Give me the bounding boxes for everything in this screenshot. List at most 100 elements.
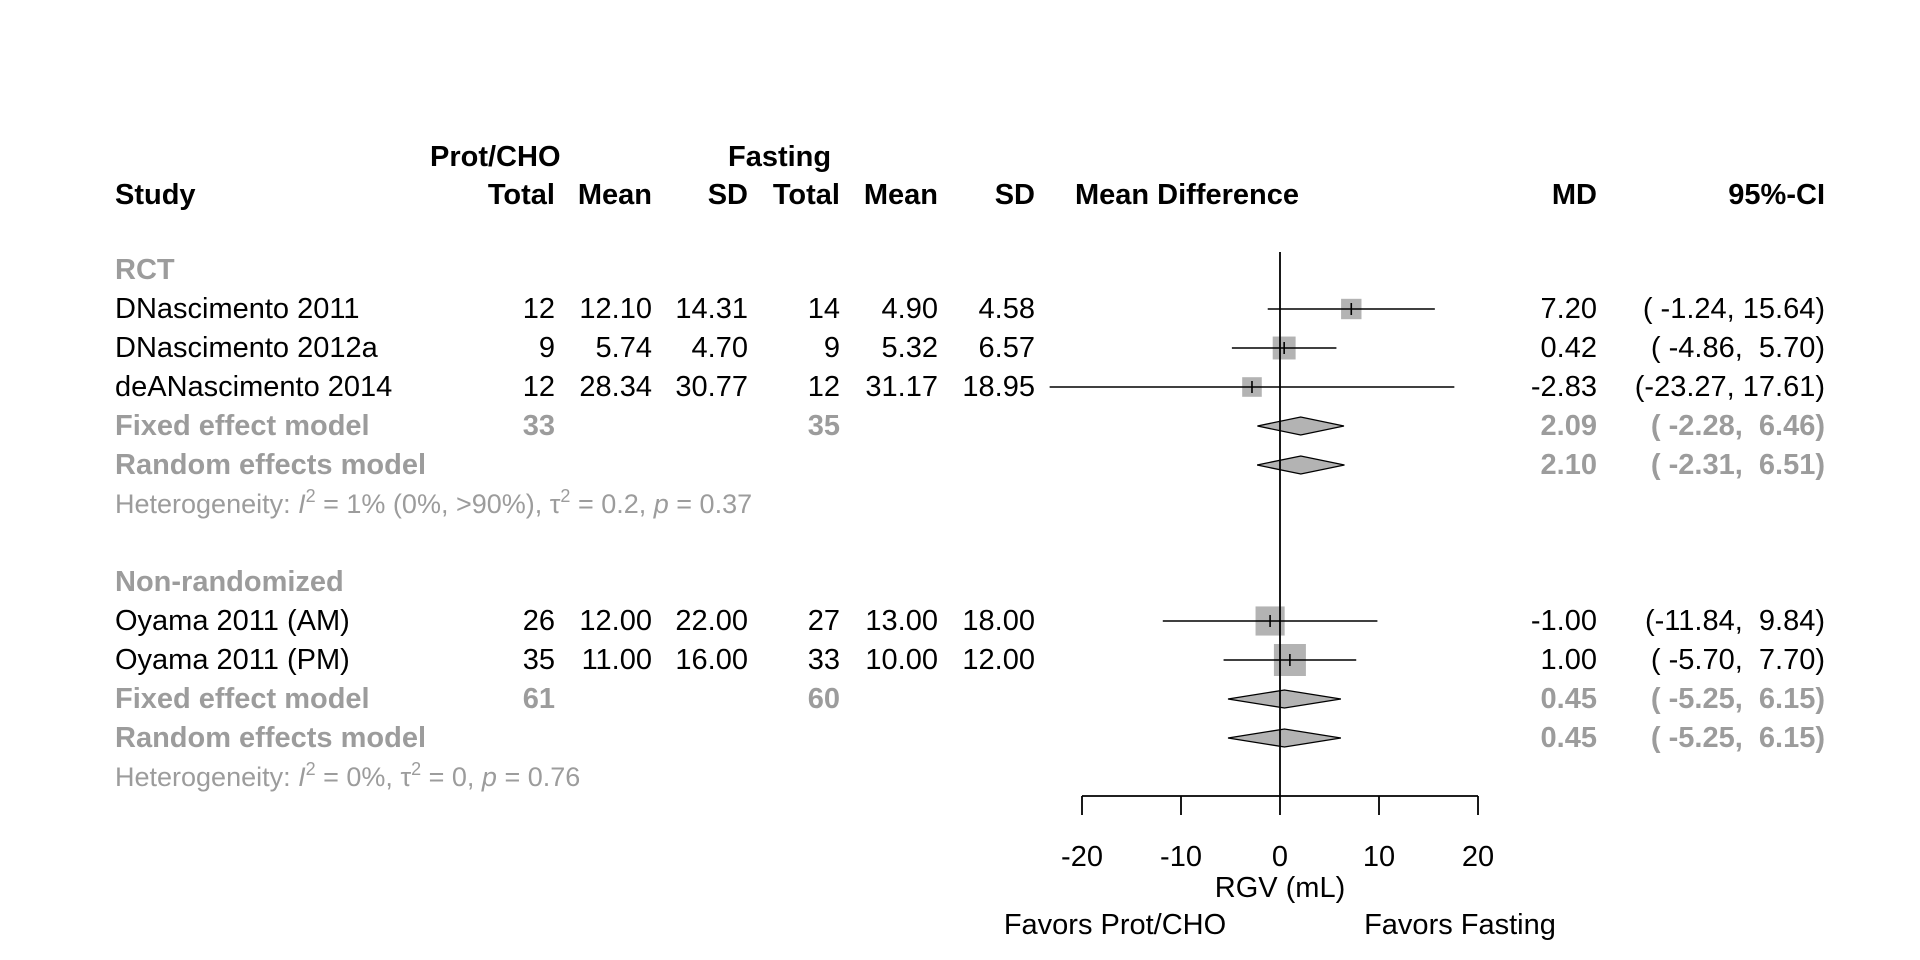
- x-axis-label: RGV (mL): [1214, 872, 1346, 904]
- c-mean: 10.00: [865, 644, 938, 676]
- summary-diamond: [1227, 728, 1341, 748]
- e-mean: 5.74: [595, 332, 652, 364]
- x-tick-label: 20: [1461, 841, 1495, 873]
- e-sd: 4.70: [691, 332, 748, 364]
- e-total: 12: [522, 371, 555, 403]
- fixed-md: 0.45: [1540, 683, 1597, 715]
- heterogeneity-text: Heterogeneity: I2 = 1% (0%, >90%), τ2 = …: [115, 486, 753, 521]
- het-sup: 2: [560, 486, 571, 506]
- ci-value: ( -1.24, 15.64): [1642, 293, 1825, 325]
- e-total: 9: [538, 332, 555, 364]
- random-ci: ( -5.25, 6.15): [1650, 722, 1825, 754]
- e-sd: 30.77: [675, 371, 748, 403]
- c-sd: 18.95: [962, 371, 1035, 403]
- md-value: -1.00: [1530, 605, 1597, 637]
- het-i-symbol: I: [298, 489, 306, 519]
- subgroup-label: Non-randomized: [115, 566, 344, 598]
- e-mean: 28.34: [579, 371, 652, 403]
- x-tick-label: -10: [1160, 841, 1202, 873]
- e-sd: 14.31: [675, 293, 748, 325]
- study-name: Oyama 2011 (PM): [115, 644, 350, 676]
- c-sd: 18.00: [962, 605, 1035, 637]
- x-tick-label: -20: [1061, 841, 1103, 873]
- fixed-c-total: 60: [807, 683, 840, 715]
- het-mid: = 0%, τ: [315, 762, 412, 792]
- x-tick-label: 0: [1271, 841, 1289, 873]
- fixed-ci: ( -2.28, 6.46): [1650, 410, 1825, 442]
- c-mean-header: Mean: [863, 179, 938, 211]
- c-total-header: Total: [772, 179, 840, 211]
- random-md: 2.10: [1540, 449, 1597, 481]
- e-total: 26: [522, 605, 555, 637]
- c-sd: 12.00: [962, 644, 1035, 676]
- het-prefix: Heterogeneity:: [115, 762, 299, 792]
- het-p-symbol: p: [481, 762, 497, 792]
- fixed-md: 2.09: [1540, 410, 1597, 442]
- md-value: 0.42: [1540, 332, 1597, 364]
- study-name: Oyama 2011 (AM): [115, 605, 350, 637]
- random-model-label: Random effects model: [115, 449, 426, 481]
- e-sd: 16.00: [675, 644, 748, 676]
- het-end: = 0.76: [496, 762, 581, 792]
- ci-value: ( -4.86, 5.70): [1650, 332, 1825, 364]
- effect-header: Mean Difference: [1075, 179, 1300, 211]
- md-value: 7.20: [1540, 293, 1597, 325]
- group1-header: Prot/CHO: [430, 141, 561, 173]
- ci-value: (-11.84, 9.84): [1644, 605, 1825, 637]
- study-header: Study: [115, 179, 196, 211]
- summary-diamond: [1227, 689, 1341, 709]
- e-total-header: Total: [487, 179, 555, 211]
- ci-header: 95%-CI: [1728, 179, 1825, 211]
- c-mean: 5.32: [881, 332, 938, 364]
- summary-diamond: [1257, 416, 1345, 436]
- md-value: 1.00: [1540, 644, 1597, 676]
- favors-left-label: Favors Prot/CHO: [1003, 909, 1227, 941]
- heterogeneity-text: Heterogeneity: I2 = 0%, τ2 = 0, p = 0.76: [115, 759, 581, 794]
- fixed-model-label: Fixed effect model: [115, 410, 370, 442]
- c-total: 12: [807, 371, 840, 403]
- ci-value: (-23.27, 17.61): [1634, 371, 1825, 403]
- het-end: = 0.37: [668, 489, 753, 519]
- het-mid2: = 0,: [421, 762, 482, 792]
- random-ci: ( -2.31, 6.51): [1650, 449, 1825, 481]
- e-mean: 12.10: [579, 293, 652, 325]
- random-model-label: Random effects model: [115, 722, 426, 754]
- e-total: 12: [522, 293, 555, 325]
- ci-value: ( -5.70, 7.70): [1650, 644, 1825, 676]
- c-sd-header: SD: [994, 179, 1035, 211]
- c-mean: 13.00: [865, 605, 938, 637]
- c-total: 14: [807, 293, 840, 325]
- het-sup: 2: [305, 486, 316, 506]
- summary-diamond: [1256, 455, 1345, 475]
- x-tick-label: 10: [1362, 841, 1396, 873]
- e-mean: 11.00: [581, 644, 652, 676]
- e-mean-header: Mean: [577, 179, 652, 211]
- study-name: DNascimento 2012a: [115, 332, 378, 364]
- md-value: -2.83: [1530, 371, 1597, 403]
- favors-right-label: Favors Fasting: [1364, 909, 1556, 941]
- study-name: DNascimento 2011: [115, 293, 360, 325]
- het-sup: 2: [411, 759, 422, 779]
- subgroup-label: RCT: [115, 254, 175, 286]
- group2-header: Fasting: [728, 141, 832, 173]
- fixed-c-total: 35: [807, 410, 840, 442]
- e-mean: 12.00: [579, 605, 652, 637]
- md-header: MD: [1551, 179, 1597, 211]
- c-mean: 31.17: [865, 371, 938, 403]
- c-mean: 4.90: [881, 293, 938, 325]
- fixed-e-total: 61: [522, 683, 555, 715]
- het-prefix: Heterogeneity:: [115, 489, 299, 519]
- e-sd: 22.00: [675, 605, 748, 637]
- c-total: 33: [807, 644, 840, 676]
- random-md: 0.45: [1540, 722, 1597, 754]
- e-total: 35: [522, 644, 555, 676]
- fixed-model-label: Fixed effect model: [115, 683, 370, 715]
- c-total: 9: [823, 332, 840, 364]
- e-sd-header: SD: [707, 179, 748, 211]
- fixed-ci: ( -5.25, 6.15): [1650, 683, 1825, 715]
- c-sd: 6.57: [978, 332, 1035, 364]
- het-p-symbol: p: [653, 489, 669, 519]
- study-name: deANascimento 2014: [115, 371, 393, 403]
